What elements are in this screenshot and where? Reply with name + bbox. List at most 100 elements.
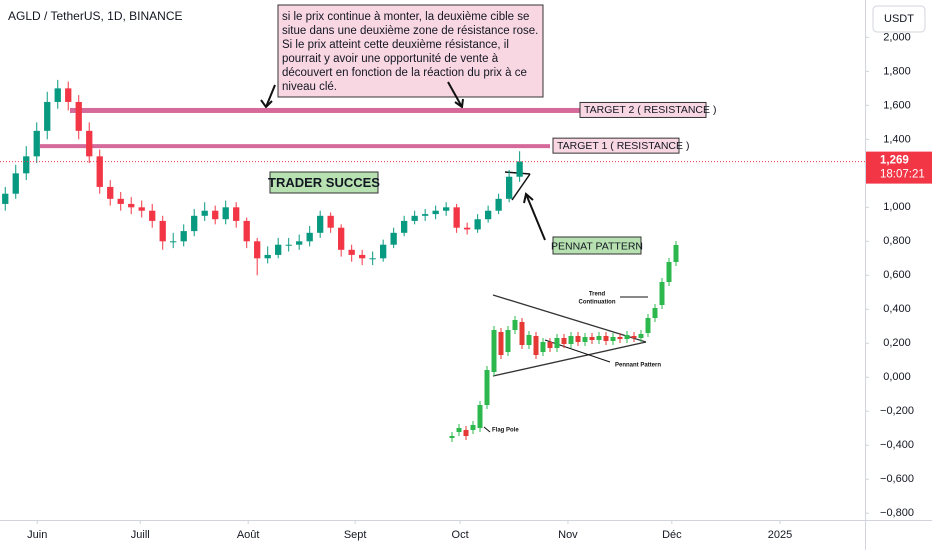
note-arrow <box>265 84 276 108</box>
candle-body <box>516 161 523 177</box>
inset-label: Pennant Pattern <box>615 363 661 369</box>
candle-body <box>149 210 156 221</box>
x-tick-label: Juin <box>27 529 47 541</box>
inset-candle <box>547 342 553 348</box>
currency-button[interactable] <box>872 5 926 33</box>
inset-arrow <box>483 426 491 433</box>
x-tick-label: Oct <box>452 529 469 541</box>
inset-candle <box>463 430 469 436</box>
candle-body <box>107 186 114 199</box>
inset-candle <box>589 337 595 340</box>
inset-candle <box>666 262 672 282</box>
note-box <box>277 4 544 98</box>
x-tick-label: Nov <box>558 529 578 541</box>
note-arrow <box>454 98 464 109</box>
candle-body <box>453 207 460 228</box>
pattern-arrow <box>525 193 546 241</box>
inset-candle <box>456 428 462 432</box>
y-tick-label: 0,000 <box>883 371 911 383</box>
candle-body <box>86 130 93 157</box>
inset-candle <box>568 336 574 344</box>
label-text: PENNAT PATTERN <box>551 240 643 252</box>
resistance-level <box>70 107 628 113</box>
inset-candle <box>645 318 651 333</box>
inset-candle <box>582 337 588 342</box>
y-tick-label: −0,400 <box>880 439 914 451</box>
inset-candle <box>652 308 658 318</box>
y-tick-label: 0,400 <box>883 303 911 315</box>
candle-body <box>411 215 418 221</box>
note-arrow <box>447 81 463 108</box>
inset-candle <box>470 425 476 430</box>
y-tick-label: 0,800 <box>883 235 911 247</box>
inset-label: Flag Pole <box>492 428 519 434</box>
pennant-inset: Trend Continuation Pennant Pattern Flag … <box>445 241 682 447</box>
candle-body <box>233 207 240 221</box>
candle-body <box>180 231 187 242</box>
inset-candle <box>575 336 581 342</box>
candle-body <box>327 215 334 228</box>
candle-body <box>442 207 450 211</box>
note-line: niveau clé. <box>282 81 337 93</box>
label-text: TRADER SUCCES <box>268 175 380 190</box>
currency: USDT <box>884 13 914 25</box>
candle-body <box>390 232 397 245</box>
pennant-drawing <box>511 173 531 201</box>
inset-candle <box>673 245 679 262</box>
candle-body <box>254 241 261 259</box>
note-line: découvert en fonction de la réaction du … <box>282 67 527 79</box>
y-tick-label: −0,800 <box>880 507 914 519</box>
candle-body <box>54 88 61 102</box>
candle-body <box>138 207 145 211</box>
inset-candle <box>498 332 504 355</box>
y-tick-label: 1,800 <box>883 65 911 77</box>
candle-body <box>117 198 124 204</box>
candle-body <box>65 88 72 102</box>
resistance-level <box>40 144 550 149</box>
note-line: si le prix continue à monter, la deuxièm… <box>282 11 529 23</box>
inset-candle <box>477 405 483 428</box>
x-tick-label: Sept <box>344 529 367 541</box>
candle-body <box>285 244 292 246</box>
candle-body <box>432 210 439 215</box>
inset-candle <box>603 336 609 341</box>
candle-body <box>191 215 198 232</box>
inset-candle <box>659 282 665 305</box>
note-line: pourrait y avoir une opportunité de vent… <box>282 53 499 65</box>
candle-body <box>306 232 313 242</box>
inset-candle <box>505 330 511 352</box>
inset-label: Trend <box>589 292 606 298</box>
note-arrow <box>260 99 273 109</box>
inset-candle <box>449 436 455 438</box>
note-line: situe dans une deuxième zone de résistan… <box>282 25 538 37</box>
inset-candle <box>617 337 623 339</box>
pennant-line <box>492 341 647 377</box>
inset-candle <box>638 334 644 338</box>
inset-candle <box>526 335 532 345</box>
label-box <box>269 171 379 194</box>
x-tick-label: Août <box>237 529 260 541</box>
candle-body <box>212 210 219 220</box>
inset-candle <box>540 342 546 352</box>
candle-body <box>463 227 471 230</box>
y-tick-label: −0,200 <box>880 405 914 417</box>
candle-body <box>96 156 103 187</box>
x-tick-label: Déc <box>662 529 682 541</box>
candle-body <box>2 193 9 204</box>
pattern-arrow <box>523 192 534 204</box>
inset-candle <box>491 330 497 372</box>
candle-body <box>201 210 208 216</box>
candle-body <box>12 173 19 194</box>
chart-title: AGLD / TetherUS, 1D, BINANCE <box>8 9 183 23</box>
inset-candle <box>512 320 518 330</box>
y-tick-label: 0,600 <box>883 269 911 281</box>
candle-body <box>359 254 366 259</box>
candle-body <box>75 101 82 131</box>
candle-body <box>159 220 166 242</box>
candle-body <box>495 198 502 211</box>
candle-body <box>170 241 177 243</box>
last-price-label: 1,269 <box>880 155 909 167</box>
level-label: TARGET 2 ( RESISTANCE ) <box>584 104 716 116</box>
inset-candle <box>484 370 490 405</box>
candle-body <box>422 214 429 216</box>
